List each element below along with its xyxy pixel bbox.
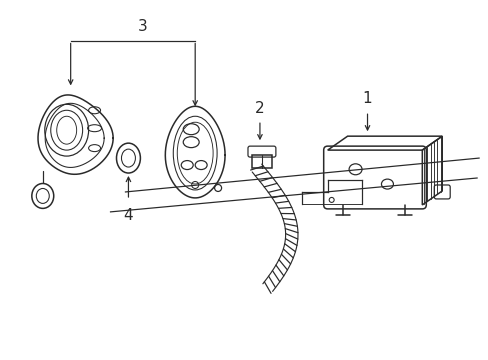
Text: 1: 1 <box>362 91 371 106</box>
Text: 2: 2 <box>255 101 264 116</box>
Text: 3: 3 <box>137 19 147 33</box>
Text: 4: 4 <box>123 208 133 223</box>
